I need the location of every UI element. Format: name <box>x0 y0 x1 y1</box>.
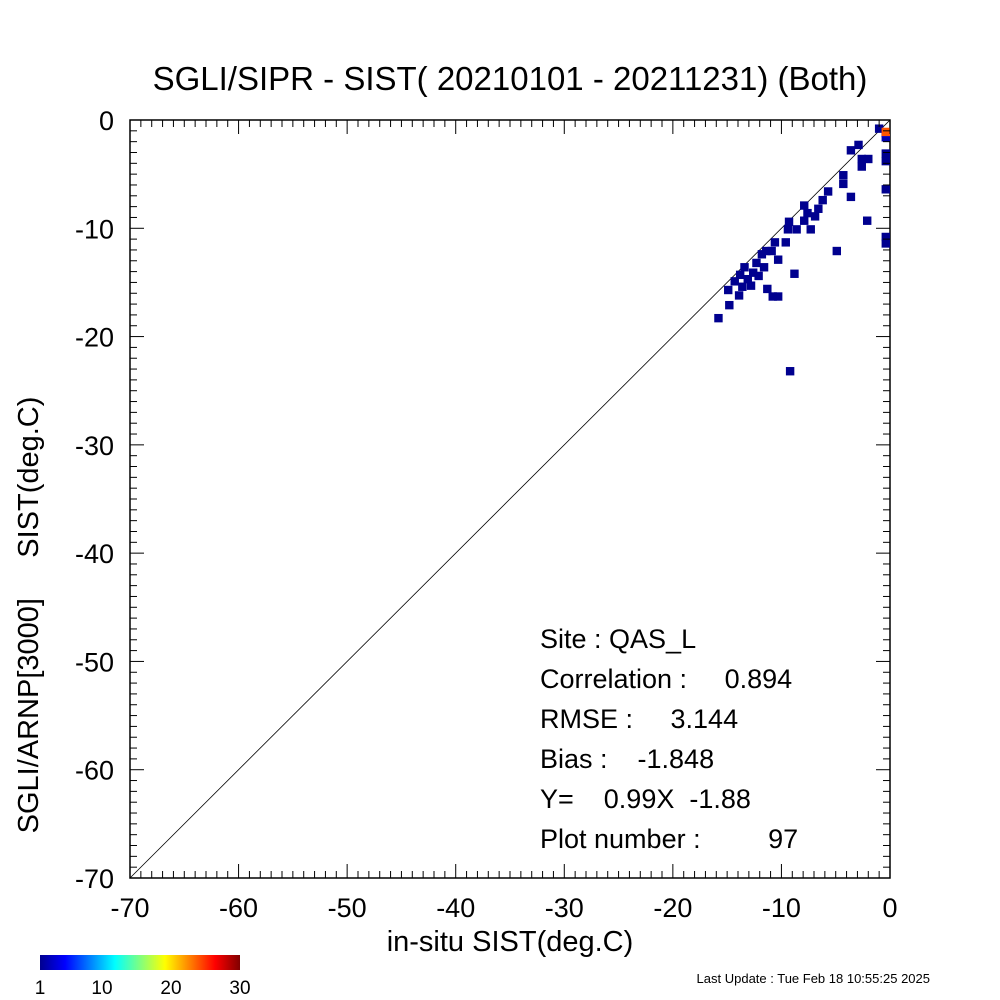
x-tick-label: 0 <box>882 893 897 923</box>
data-point <box>810 212 820 221</box>
data-point <box>881 239 890 248</box>
data-point <box>743 274 752 284</box>
data-point <box>846 146 856 155</box>
x-tick-label: -40 <box>436 893 475 923</box>
data-point <box>767 246 776 256</box>
data-point <box>768 292 777 301</box>
data-point <box>881 156 890 166</box>
stat-plot-number: Plot number : 97 <box>540 824 798 854</box>
colorbar-gradient <box>40 955 240 970</box>
y-tick-label: -70 <box>75 864 114 894</box>
data-point <box>734 291 744 300</box>
data-point <box>857 162 866 171</box>
data-point <box>839 179 848 189</box>
data-point <box>748 268 758 277</box>
data-point <box>714 313 723 323</box>
last-update: Last Update : Tue Feb 18 10:55:25 2025 <box>697 971 930 986</box>
x-axis-label: in-situ SIST(deg.C) <box>387 926 634 958</box>
data-point <box>754 271 763 281</box>
y-tick-label: 0 <box>99 106 114 136</box>
chart-title: SGLI/SIPR - SIST( 20210101 - 20211231) (… <box>153 60 868 97</box>
data-point <box>740 263 749 272</box>
data-point <box>857 154 866 164</box>
y-tick-label: -50 <box>75 647 114 677</box>
data-point <box>759 263 769 272</box>
y-tick-label: -20 <box>75 323 114 353</box>
data-point <box>881 149 890 158</box>
colorbar-tick: 1 <box>35 978 46 999</box>
data-point <box>806 225 815 234</box>
stat-correlation: Correlation : 0.894 <box>540 664 792 694</box>
stat-regression: Y= 0.99X -1.88 <box>540 784 751 814</box>
data-point <box>773 255 783 264</box>
data-point <box>803 208 812 218</box>
colorbar: 1 10 20 30 <box>35 955 251 999</box>
data-point <box>814 204 823 213</box>
data-point <box>792 225 801 234</box>
data-point <box>724 285 733 295</box>
stat-rmse: RMSE : 3.144 <box>540 704 738 734</box>
x-tick-labels: -70 -60 -50 -40 -30 -20 -10 0 <box>110 893 897 923</box>
x-tick-label: -70 <box>110 893 149 923</box>
data-point <box>862 216 872 225</box>
data-point <box>730 277 739 286</box>
data-point <box>770 238 780 247</box>
data-point <box>881 133 890 142</box>
y-tick-label: -60 <box>75 756 114 786</box>
data-point <box>725 300 734 310</box>
y-tick-label: -40 <box>75 539 114 569</box>
y-tick-label: -10 <box>75 214 114 244</box>
data-point <box>881 127 890 137</box>
data-point <box>757 250 767 259</box>
data-point <box>781 238 790 247</box>
data-point <box>773 292 783 301</box>
x-tick-label: -50 <box>328 893 367 923</box>
stat-bias: Bias : -1.848 <box>540 744 714 774</box>
data-point <box>783 225 793 234</box>
data-point <box>854 140 863 150</box>
data-point <box>752 258 761 268</box>
one-to-one-line <box>129 119 891 879</box>
data-point <box>746 281 756 290</box>
data-point <box>763 284 772 294</box>
data-point <box>800 201 809 210</box>
axis-ticks <box>129 119 891 879</box>
data-point <box>874 124 884 133</box>
data-point <box>832 246 842 256</box>
data-point <box>762 246 771 256</box>
data-point <box>818 195 827 205</box>
data-point <box>785 367 795 376</box>
x-tick-label: -20 <box>653 893 692 923</box>
colorbar-tick: 20 <box>160 978 181 999</box>
data-point <box>881 185 890 194</box>
data-point <box>784 217 794 226</box>
y-tick-labels: -70 -60 -50 -40 -30 -20 -10 0 <box>75 106 114 894</box>
data-point <box>823 187 833 196</box>
stats-box: Site : QAS_L Correlation : 0.894 RMSE : … <box>540 624 798 854</box>
stat-site: Site : QAS_L <box>540 624 696 654</box>
x-tick-label: -30 <box>545 893 584 923</box>
data-points <box>714 124 890 376</box>
y-axis-label: SGLI/ARNP[3000] SIST(deg.C) <box>13 397 45 834</box>
data-point <box>735 270 745 280</box>
data-point <box>881 232 890 242</box>
data-point <box>864 154 873 164</box>
x-tick-label: -10 <box>762 893 801 923</box>
data-point <box>800 216 809 225</box>
y-tick-label: -30 <box>75 431 114 461</box>
colorbar-tick: 10 <box>91 978 112 999</box>
data-point <box>846 192 856 202</box>
data-point <box>738 282 747 291</box>
data-point <box>839 171 848 180</box>
colorbar-tick: 30 <box>229 978 250 999</box>
plot-area <box>129 119 891 879</box>
x-tick-label: -60 <box>219 893 258 923</box>
data-point <box>790 269 799 278</box>
